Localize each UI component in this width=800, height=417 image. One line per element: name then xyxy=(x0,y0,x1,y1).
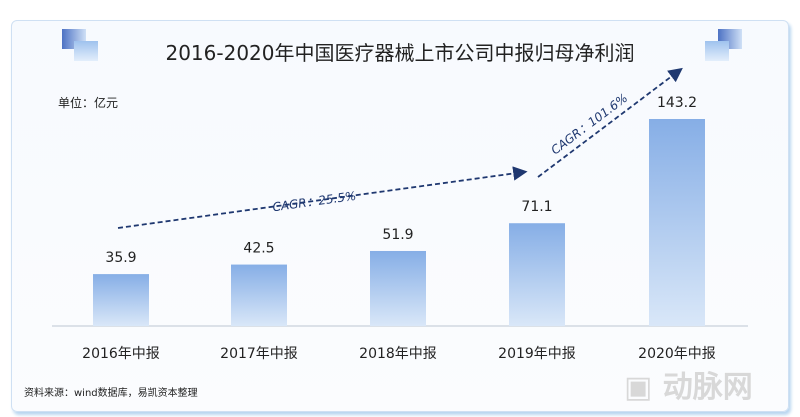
x-tick-label: 2018年中报 xyxy=(359,346,437,362)
source-note: 资料来源：wind数据库，易凯资本整理 xyxy=(24,388,198,399)
cagr-arrow-1 xyxy=(117,166,528,229)
chart-title: 2016-2020年中国医疗器械上市公司中报归母净利润 xyxy=(165,41,635,65)
cagr-label-2: CAGR：101.6% xyxy=(548,91,630,158)
bar-2020年中报 xyxy=(649,119,705,326)
unit-label: 单位：亿元 xyxy=(58,96,119,110)
x-tick-label: 2017年中报 xyxy=(220,346,298,362)
data-label: 71.1 xyxy=(521,199,552,215)
bar-2018年中报 xyxy=(370,250,426,326)
watermark-text: 动脉网 xyxy=(662,370,753,405)
cagr-label-1: CAGR：25.5% xyxy=(272,189,357,215)
x-tick-label: 2019年中报 xyxy=(498,346,576,362)
title-decoration-left-2 xyxy=(74,41,98,61)
bar-2017年中报 xyxy=(231,264,287,326)
watermark-logo: ▣ 动脉网 xyxy=(624,370,753,405)
data-label: 35.9 xyxy=(105,250,136,266)
bar-2016年中报 xyxy=(93,274,149,326)
x-tick-label: 2016年中报 xyxy=(82,346,160,362)
cagr-arrow-2 xyxy=(537,67,683,178)
title-decoration-right-2 xyxy=(705,41,729,61)
bar-2019年中报 xyxy=(509,223,565,326)
x-tick-label: 2020年中报 xyxy=(638,346,716,362)
data-label: 143.2 xyxy=(657,95,697,111)
data-label: 51.9 xyxy=(382,227,413,243)
data-label: 42.5 xyxy=(243,241,274,257)
